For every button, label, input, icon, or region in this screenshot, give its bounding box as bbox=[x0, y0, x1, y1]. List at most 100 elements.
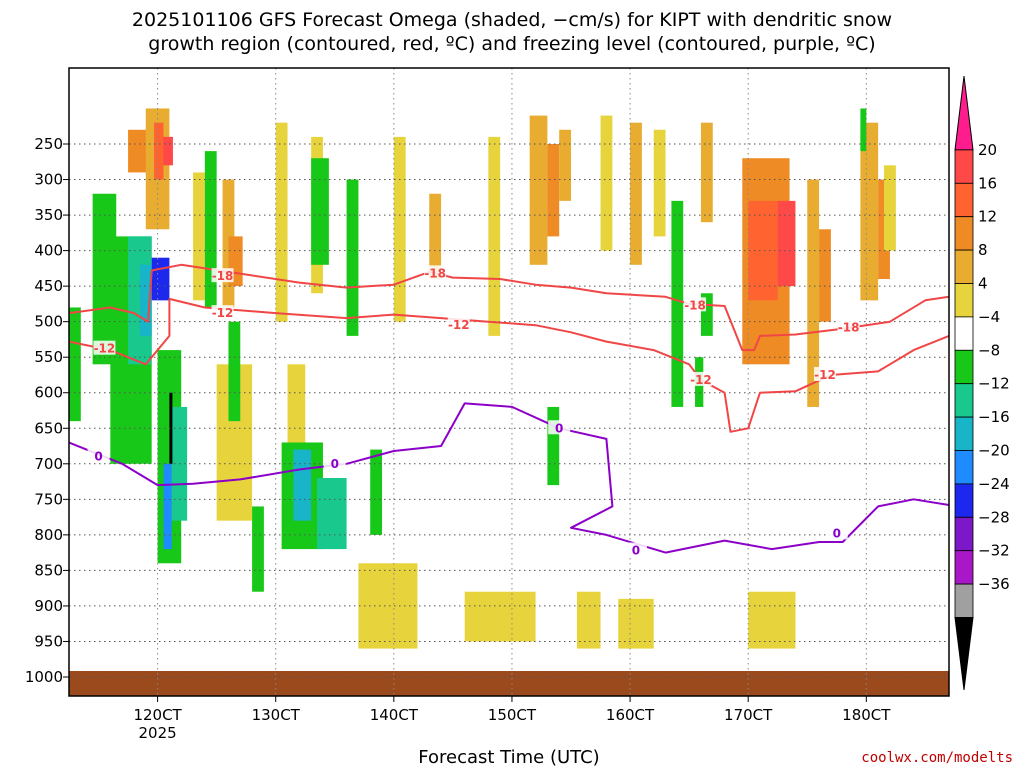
chart-title-line1: 2025101106 GFS Forecast Omega (shaded, −… bbox=[132, 9, 892, 31]
contour-label: 0 bbox=[555, 421, 563, 435]
colorbar-label: −16 bbox=[978, 408, 1010, 426]
omega-shade-cell bbox=[488, 136, 501, 336]
omega-shade-cell bbox=[151, 257, 170, 301]
contour-label: -12 bbox=[94, 342, 116, 356]
colorbar-top-arrow bbox=[954, 75, 974, 151]
y-tick-label: 250 bbox=[34, 135, 63, 153]
omega-shade-cell bbox=[370, 449, 383, 535]
omega-shade-cell bbox=[547, 406, 560, 486]
colorbar-segment bbox=[954, 550, 974, 585]
colorbar-segment bbox=[954, 316, 974, 351]
omega-shade-cell bbox=[630, 122, 642, 265]
omega-shade-cell bbox=[600, 115, 613, 251]
colorbar-segment bbox=[954, 583, 974, 618]
credit-text: coolwx.com/modelts bbox=[861, 750, 1013, 766]
omega-shade-cell bbox=[807, 179, 820, 407]
contour-line bbox=[69, 402, 949, 554]
y-tick-label: 400 bbox=[34, 242, 63, 260]
omega-shade-cell bbox=[163, 463, 172, 550]
chart-title-line2: growth region (contoured, red, ºC) and f… bbox=[148, 33, 875, 55]
y-tick-label: 750 bbox=[34, 490, 63, 508]
contour-label: 0 bbox=[331, 457, 339, 471]
y-axis: 250 300 350 400 450 500 550 600 650 700 750 800 850 9… bbox=[25, 135, 69, 686]
y-tick-label: 600 bbox=[34, 384, 63, 402]
colorbar-bottom-arrow bbox=[954, 617, 974, 691]
colorbar-segment bbox=[954, 450, 974, 485]
y-tick-label: 550 bbox=[34, 348, 63, 366]
colorbar-segment bbox=[954, 216, 974, 251]
contour-label-background bbox=[689, 371, 712, 386]
omega-shade-cell bbox=[154, 122, 164, 180]
omega-shade-cell bbox=[576, 591, 601, 649]
omega-shade-cell bbox=[139, 264, 152, 336]
colorbar-label: 12 bbox=[978, 208, 997, 226]
contour-label-background bbox=[684, 297, 707, 312]
colorbar-label: −32 bbox=[978, 542, 1010, 560]
colorbar-segment bbox=[954, 249, 974, 284]
omega-shade-cell bbox=[559, 129, 572, 201]
grid-lines bbox=[69, 68, 949, 696]
omega-shade-cell bbox=[393, 136, 406, 322]
contour-lines: -18 -18 -18 -18 -12 -12 -12 -12 -12 0 0 0 0 0 bbox=[69, 263, 949, 558]
omega-shade-cell bbox=[311, 158, 329, 265]
colorbar: 20 16 12 8 4 −4 −8 −12 −16 −20 −24 −28 −32 −36 bbox=[954, 75, 1010, 691]
y-tick-label: 350 bbox=[34, 206, 63, 224]
contour-label: 0 bbox=[632, 544, 640, 558]
omega-shade-cell bbox=[700, 122, 713, 223]
colorbar-label: 8 bbox=[978, 241, 988, 259]
colorbar-label: −36 bbox=[978, 575, 1010, 593]
omega-shade-cell bbox=[252, 506, 264, 592]
omega-shade-cell bbox=[860, 122, 879, 301]
plot-frame bbox=[68, 67, 950, 697]
contour-label-background bbox=[87, 448, 110, 463]
colorbar-segment bbox=[954, 182, 974, 218]
omega-shade-cell bbox=[317, 478, 347, 550]
omega-shade-cell bbox=[163, 136, 173, 166]
contour-label-background bbox=[323, 455, 346, 470]
omega-shade-cell bbox=[193, 172, 205, 301]
omega-shade-cell bbox=[358, 563, 418, 649]
contour-line bbox=[69, 263, 949, 352]
omega-shade-cell bbox=[884, 165, 896, 251]
y-tick-label: 1000 bbox=[25, 668, 63, 686]
contour-label-background bbox=[813, 366, 836, 381]
y-tick-label: 900 bbox=[34, 597, 63, 615]
omega-shade-cell bbox=[748, 200, 778, 301]
omega-shade-cell bbox=[287, 364, 306, 464]
omega-shade-cell bbox=[618, 598, 654, 649]
omega-shade-cell bbox=[860, 108, 867, 152]
contour-label-background bbox=[211, 268, 234, 283]
contour-label: 0 bbox=[833, 526, 841, 540]
contour-label: -12 bbox=[448, 318, 470, 332]
contour-label-background bbox=[447, 317, 470, 332]
contour-label: -18 bbox=[212, 269, 234, 283]
omega-shade-cell bbox=[671, 200, 684, 407]
colorbar-segment bbox=[954, 383, 974, 418]
y-tick-label: 500 bbox=[34, 313, 63, 331]
x-tick-label: 170CT bbox=[724, 706, 773, 724]
ground-fill bbox=[69, 671, 949, 696]
contour-label: -18 bbox=[424, 266, 446, 280]
colorbar-segment bbox=[954, 349, 974, 385]
x-tick-label: 120CT bbox=[133, 706, 182, 724]
x-axis-label: Forecast Time (UTC) bbox=[418, 747, 599, 768]
colorbar-label: −8 bbox=[978, 341, 1000, 359]
contour-label: -12 bbox=[690, 373, 712, 387]
omega-shade-cell bbox=[700, 293, 713, 336]
colorbar-label: −4 bbox=[978, 308, 1000, 326]
x-tick-label: 150CT bbox=[488, 706, 537, 724]
colorbar-label: 4 bbox=[978, 275, 988, 293]
omega-shade-cell bbox=[204, 151, 217, 308]
colorbar-label: −12 bbox=[978, 375, 1010, 393]
colorbar-label: −28 bbox=[978, 508, 1010, 526]
omega-shade-cell bbox=[275, 122, 288, 322]
omega-shade-cell bbox=[169, 392, 173, 464]
omega-shading bbox=[69, 108, 896, 649]
colorbar-label: −20 bbox=[978, 442, 1010, 460]
colorbar-label: 16 bbox=[978, 174, 997, 192]
contour-label: -18 bbox=[838, 320, 860, 334]
contour-line bbox=[69, 297, 949, 433]
contour-label-background bbox=[624, 542, 647, 557]
x-tick-sublabel: 2025 bbox=[138, 724, 176, 742]
